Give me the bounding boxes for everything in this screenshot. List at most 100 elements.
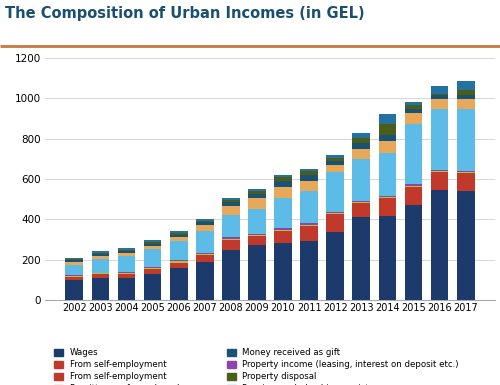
Bar — [457, 99, 474, 109]
Bar — [118, 256, 136, 273]
Bar — [66, 264, 83, 275]
Bar — [430, 95, 448, 99]
Bar — [196, 253, 214, 254]
Bar — [144, 267, 162, 268]
Bar — [92, 256, 110, 259]
Bar — [92, 254, 110, 256]
Bar — [430, 99, 448, 109]
Bar — [118, 274, 136, 278]
Bar — [326, 161, 344, 165]
Bar — [404, 124, 422, 184]
Bar — [300, 169, 318, 171]
Bar — [430, 190, 448, 300]
Bar — [144, 242, 162, 244]
Bar — [170, 261, 188, 263]
Bar — [248, 245, 266, 300]
Bar — [144, 244, 162, 246]
Bar — [352, 202, 370, 203]
Bar — [274, 198, 292, 228]
Bar — [118, 278, 136, 300]
Bar — [222, 203, 240, 206]
Bar — [248, 235, 266, 236]
Bar — [378, 153, 396, 196]
Bar — [430, 94, 448, 95]
Bar — [222, 250, 240, 300]
Bar — [248, 234, 266, 235]
Bar — [378, 124, 396, 135]
Bar — [92, 251, 110, 253]
Bar — [144, 249, 162, 267]
Bar — [404, 105, 422, 109]
Bar — [378, 196, 396, 197]
Bar — [430, 86, 448, 94]
Bar — [222, 198, 240, 200]
Bar — [118, 273, 136, 274]
Bar — [92, 275, 110, 278]
Bar — [326, 213, 344, 214]
Bar — [326, 212, 344, 213]
Bar — [404, 205, 422, 300]
Bar — [274, 228, 292, 229]
Bar — [92, 253, 110, 254]
Bar — [378, 141, 396, 153]
Bar — [457, 81, 474, 90]
Bar — [196, 254, 214, 255]
Bar — [430, 171, 448, 172]
Bar — [300, 191, 318, 223]
Bar — [144, 246, 162, 249]
Bar — [404, 102, 422, 105]
Bar — [430, 109, 448, 170]
Bar — [326, 165, 344, 172]
Bar — [66, 259, 83, 261]
Bar — [196, 219, 214, 221]
Bar — [118, 251, 136, 253]
Bar — [248, 189, 266, 191]
Bar — [118, 248, 136, 250]
Bar — [300, 175, 318, 181]
Bar — [66, 275, 83, 276]
Bar — [352, 149, 370, 159]
Bar — [457, 171, 474, 172]
Bar — [170, 241, 188, 261]
Bar — [378, 216, 396, 300]
Bar — [248, 236, 266, 245]
Bar — [274, 175, 292, 177]
Bar — [378, 135, 396, 141]
Bar — [326, 158, 344, 161]
Bar — [430, 170, 448, 171]
Bar — [170, 233, 188, 234]
Bar — [352, 133, 370, 138]
Bar — [66, 280, 83, 300]
Text: The Composition of Urban Incomes (in GEL): The Composition of Urban Incomes (in GEL… — [5, 6, 364, 21]
Bar — [170, 231, 188, 233]
Bar — [92, 278, 110, 300]
Bar — [300, 181, 318, 191]
Bar — [196, 231, 214, 253]
Bar — [222, 237, 240, 239]
Bar — [352, 144, 370, 149]
Bar — [144, 268, 162, 269]
Bar — [274, 181, 292, 187]
Bar — [222, 206, 240, 214]
Bar — [66, 262, 83, 264]
Bar — [300, 223, 318, 224]
Bar — [326, 172, 344, 212]
Bar — [457, 109, 474, 171]
Bar — [196, 262, 214, 300]
Bar — [352, 218, 370, 300]
Bar — [300, 171, 318, 175]
Bar — [457, 90, 474, 95]
Bar — [118, 253, 136, 256]
Bar — [404, 109, 422, 113]
Bar — [274, 187, 292, 198]
Bar — [144, 269, 162, 275]
Bar — [92, 273, 110, 275]
Bar — [222, 214, 240, 237]
Bar — [170, 268, 188, 300]
Bar — [352, 203, 370, 218]
Bar — [326, 231, 344, 300]
Bar — [352, 201, 370, 202]
Bar — [66, 261, 83, 262]
Bar — [274, 231, 292, 243]
Bar — [170, 237, 188, 241]
